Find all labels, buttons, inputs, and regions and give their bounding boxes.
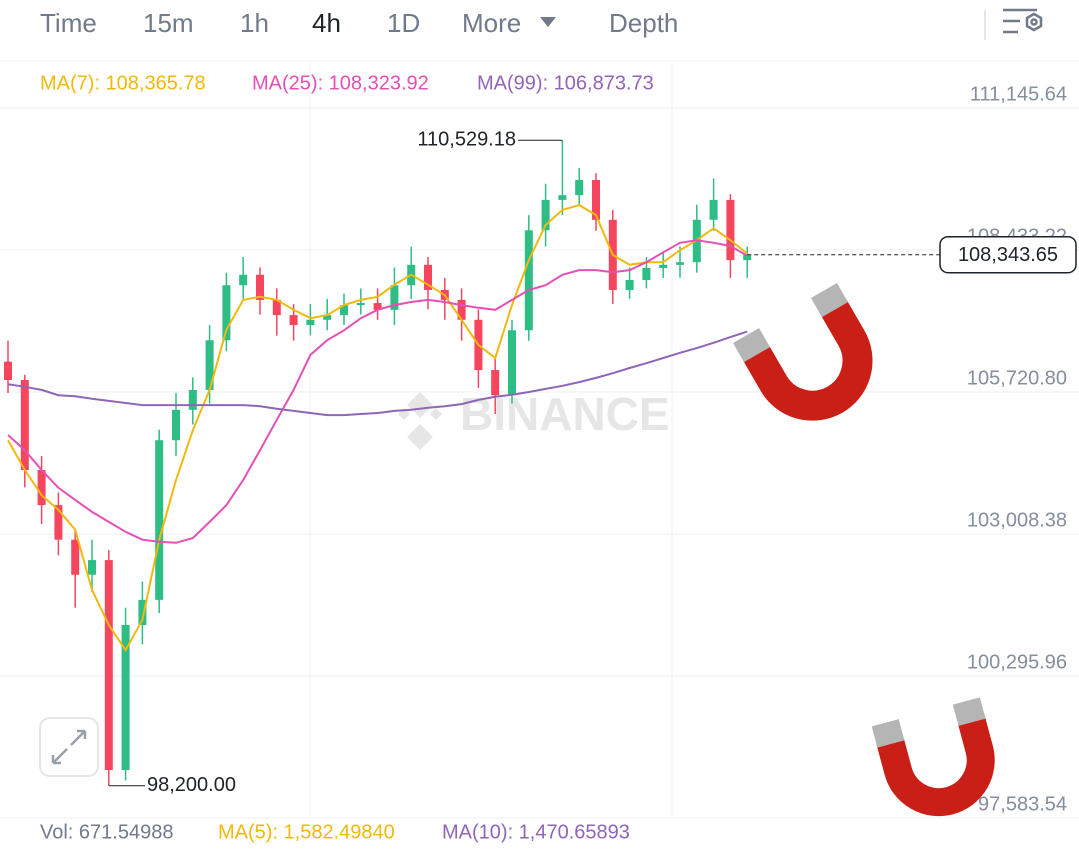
candle-body <box>541 199 550 231</box>
candle-body <box>676 262 684 265</box>
expand-button[interactable] <box>39 717 99 777</box>
candle-body <box>340 305 348 316</box>
candle-body <box>138 599 147 626</box>
tab[interactable]: 1h <box>240 8 269 38</box>
candle-body <box>71 539 80 575</box>
volume-legend-entry: MA(5): 1,582.49840 <box>218 821 395 843</box>
legend-entry: MA(25): 108,323.92 <box>252 72 429 94</box>
ma-line <box>7 204 748 653</box>
candle-body <box>104 560 113 771</box>
dropdown-arrow <box>540 17 556 27</box>
candle-body <box>373 303 382 310</box>
magnet-sticker <box>733 283 873 421</box>
candle-body <box>323 315 332 320</box>
candle-body <box>306 319 315 326</box>
volume-legend: Vol: 671.54988 MA(5): 1,582.49840 MA(10): … <box>40 821 630 843</box>
watermark-logo <box>398 392 442 450</box>
candle-body <box>205 340 214 390</box>
candle-body <box>4 361 12 381</box>
candle-body <box>289 315 298 326</box>
ma-legend: MA(7): 108,365.78 MA(25): 108,323.92 MA(99… <box>40 72 654 94</box>
volume-legend-entry: MA(10): 1,470.65893 <box>442 821 630 843</box>
y-tick-label: 97,583.54 <box>978 793 1067 815</box>
candle-body <box>155 440 164 600</box>
candle-body <box>709 199 718 220</box>
candle-body <box>524 230 533 331</box>
candle-body <box>424 264 432 290</box>
candle-body <box>222 285 231 341</box>
candle-body <box>558 195 567 200</box>
legend-entry: MA(7): 108,365.78 <box>40 72 206 94</box>
candle-body <box>88 560 96 575</box>
max-label: 110,529.18 <box>417 129 516 151</box>
y-tick-label: 100,295.96 <box>967 651 1067 673</box>
y-tick-label: 103,008.38 <box>967 509 1067 531</box>
candle-body <box>54 505 63 540</box>
candle-body <box>121 625 130 771</box>
ma-line <box>7 330 748 417</box>
candle-body <box>356 303 365 306</box>
tab[interactable]: Depth <box>609 8 678 38</box>
y-tick-label: 111,145.64 <box>970 83 1067 105</box>
candle-body <box>642 267 651 281</box>
candle-body <box>659 264 668 268</box>
candle-body <box>592 180 600 220</box>
tab[interactable]: Time <box>40 8 97 38</box>
settings-icon[interactable] <box>1003 8 1043 34</box>
candle-body <box>726 199 735 261</box>
ma-line <box>7 239 748 544</box>
y-tick-label: 105,720.80 <box>967 367 1067 389</box>
last-price-label: 108,343.65 <box>958 244 1058 266</box>
legend-entry: MA(99): 106,873.73 <box>477 72 654 94</box>
candle-body <box>625 280 634 290</box>
candle-body <box>256 274 264 300</box>
candle-body <box>272 299 281 316</box>
tab-bar[interactable]: Time 15m 1h 4h 1D More Depth <box>40 8 678 38</box>
candle-body <box>239 274 248 286</box>
candle-body <box>491 370 500 396</box>
candle-body <box>743 254 752 261</box>
candle-body <box>508 330 516 396</box>
candle-body <box>390 285 399 310</box>
magnet-sticker <box>871 697 995 817</box>
candle-body <box>20 380 29 471</box>
watermark: BINANCE <box>460 388 670 440</box>
candle-body <box>575 180 584 196</box>
plot-area <box>4 140 752 786</box>
candle-body <box>188 389 197 410</box>
candle-body <box>37 470 46 506</box>
tab[interactable]: More <box>462 8 521 38</box>
min-label: 98,200.00 <box>147 774 236 796</box>
tab[interactable]: 4h <box>312 8 341 38</box>
tab[interactable]: 15m <box>143 8 194 38</box>
price-overlay: 110,529.18 98,200.00 108,343.65 <box>108 129 1077 796</box>
tab[interactable]: 1D <box>387 8 420 38</box>
volume-legend-entry: Vol: 671.54988 <box>40 821 173 843</box>
candle-body <box>172 409 180 441</box>
last-price-box <box>939 235 1077 274</box>
candle-body <box>457 299 466 320</box>
